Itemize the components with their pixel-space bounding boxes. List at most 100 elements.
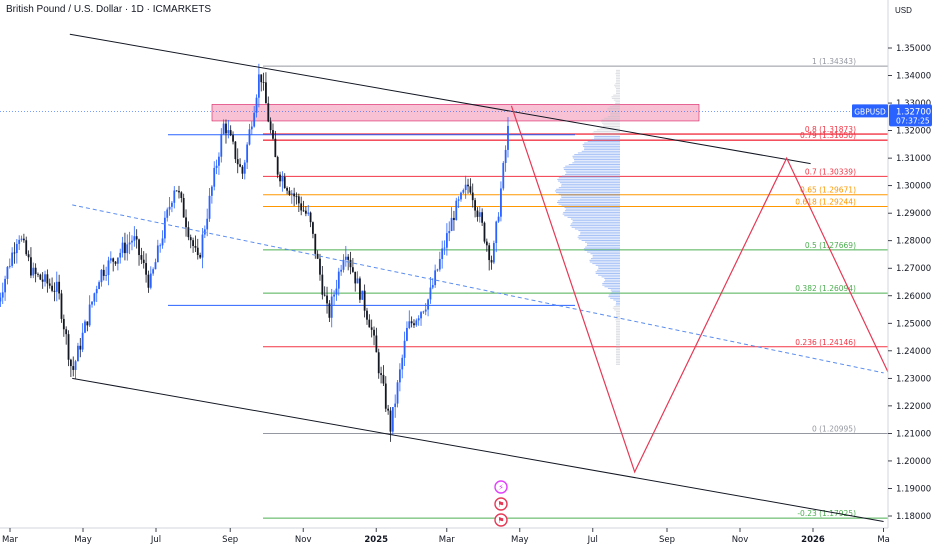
fib-label: 0.65 (1.29671)	[800, 186, 856, 195]
volume-bar	[578, 230, 620, 232]
candle-body	[342, 259, 345, 270]
volume-bar	[570, 225, 620, 227]
supply-zone-rect[interactable]	[211, 104, 700, 122]
price-tick-label: 1.28000	[896, 237, 931, 247]
volume-bar	[607, 287, 620, 289]
time-axis[interactable]: Mar May Jul Sep Nov 2025 Mar May Jul Sep Nov 2026 Ma	[0, 527, 890, 545]
candle-body	[41, 279, 44, 282]
candle-body	[462, 190, 465, 193]
candle-body	[316, 253, 319, 259]
volume-bar	[601, 119, 620, 121]
time-tick-label: Sep	[659, 535, 675, 545]
candle-body	[349, 259, 352, 268]
candle-body	[138, 239, 140, 256]
fib-label: 1 (1.34343)	[812, 57, 856, 66]
candle-body	[156, 245, 159, 263]
lightning-event-icon[interactable]	[494, 480, 508, 494]
flag-event-glyph: ⚑	[497, 500, 504, 509]
volume-bar	[592, 254, 620, 256]
volume-bar	[611, 291, 620, 293]
candle-body	[359, 278, 361, 300]
candle-body	[189, 237, 192, 241]
fib-levels[interactable]: 1 (1.34343) 0.8 (1.31873)0.79 (1.31650) 0.…	[263, 57, 888, 519]
flag-event-icon[interactable]	[494, 497, 508, 511]
candle-body	[478, 212, 481, 217]
candles	[0, 63, 509, 442]
volume-bar	[580, 231, 620, 233]
candle-body	[485, 241, 488, 246]
volume-bar	[613, 94, 620, 96]
volume-bar	[581, 240, 620, 241]
candle-body	[445, 233, 448, 248]
volume-bar	[587, 251, 620, 253]
dashed-trend-line[interactable]	[72, 204, 884, 374]
volume-bar	[570, 218, 620, 220]
price-tick-label: 1.25000	[896, 319, 931, 329]
candle-body	[44, 274, 46, 282]
candle-body	[312, 222, 314, 234]
candle-body	[27, 254, 30, 258]
candle-body	[84, 321, 86, 333]
candle-body	[434, 270, 437, 286]
volume-bar	[568, 164, 620, 166]
price-tick-label: 1.26000	[896, 292, 931, 302]
candle-body	[495, 221, 498, 244]
fib-label: 0.5 (1.27669)	[805, 241, 856, 250]
event-icons[interactable]: ⚡ ⚑ ⚑	[494, 480, 508, 527]
price-axis[interactable]: 1.35000 1.34000 1.33000 1.32000 1.31000 1.300…	[887, 0, 932, 550]
candle-body	[215, 165, 218, 168]
channel-upper-line[interactable]	[69, 33, 811, 165]
flag-event-icon[interactable]	[494, 513, 508, 527]
volume-bar	[572, 220, 620, 222]
price-tag-countdown: 07:37:25	[896, 116, 930, 125]
candle-body	[201, 234, 204, 258]
volume-bar	[616, 311, 620, 313]
time-tick-label: Sep	[222, 535, 238, 545]
candle-body	[370, 327, 373, 330]
candle-body	[361, 290, 364, 300]
candle-body	[502, 162, 505, 189]
candle-body	[497, 216, 500, 222]
candle-body	[225, 123, 227, 134]
volume-bar	[585, 246, 620, 248]
volume-bar	[603, 281, 620, 283]
projection-path[interactable]	[510, 105, 889, 474]
volume-bar	[561, 183, 620, 185]
volume-bar	[577, 152, 620, 154]
candle-body	[438, 258, 441, 270]
trend-lines[interactable]	[69, 33, 889, 522]
candle-body	[476, 210, 479, 217]
candle-body	[387, 408, 390, 411]
volume-bar	[616, 327, 620, 329]
candle-body	[314, 233, 317, 254]
volume-bar	[602, 284, 620, 286]
candle-body	[213, 167, 216, 187]
candle-body	[297, 196, 300, 204]
candle-body	[192, 240, 194, 246]
volume-bar	[598, 268, 620, 270]
candle-body	[166, 209, 169, 218]
fib-label: 0.618 (1.29244)	[795, 197, 856, 206]
supply-zone[interactable]	[211, 104, 700, 122]
candle-body	[51, 285, 53, 291]
price-tick-label: 1.19000	[896, 484, 931, 494]
volume-bar	[584, 149, 620, 151]
candle-body	[453, 217, 455, 221]
volume-bar	[598, 274, 620, 276]
price-tick-label: 1.35000	[896, 44, 931, 54]
candle-body	[450, 217, 453, 232]
candle-body	[323, 294, 326, 296]
volume-bar	[616, 362, 620, 364]
candle-body	[0, 297, 2, 302]
channel-lower-line[interactable]	[72, 377, 884, 522]
candle-body	[88, 304, 91, 326]
volume-bar	[584, 147, 620, 149]
volume-bar	[595, 273, 620, 275]
candle-body	[410, 321, 413, 324]
candle-body	[330, 296, 333, 318]
candle-body	[77, 345, 79, 362]
candle-body	[152, 269, 155, 274]
price-axis-bg	[888, 0, 932, 550]
volume-bar	[616, 340, 620, 342]
